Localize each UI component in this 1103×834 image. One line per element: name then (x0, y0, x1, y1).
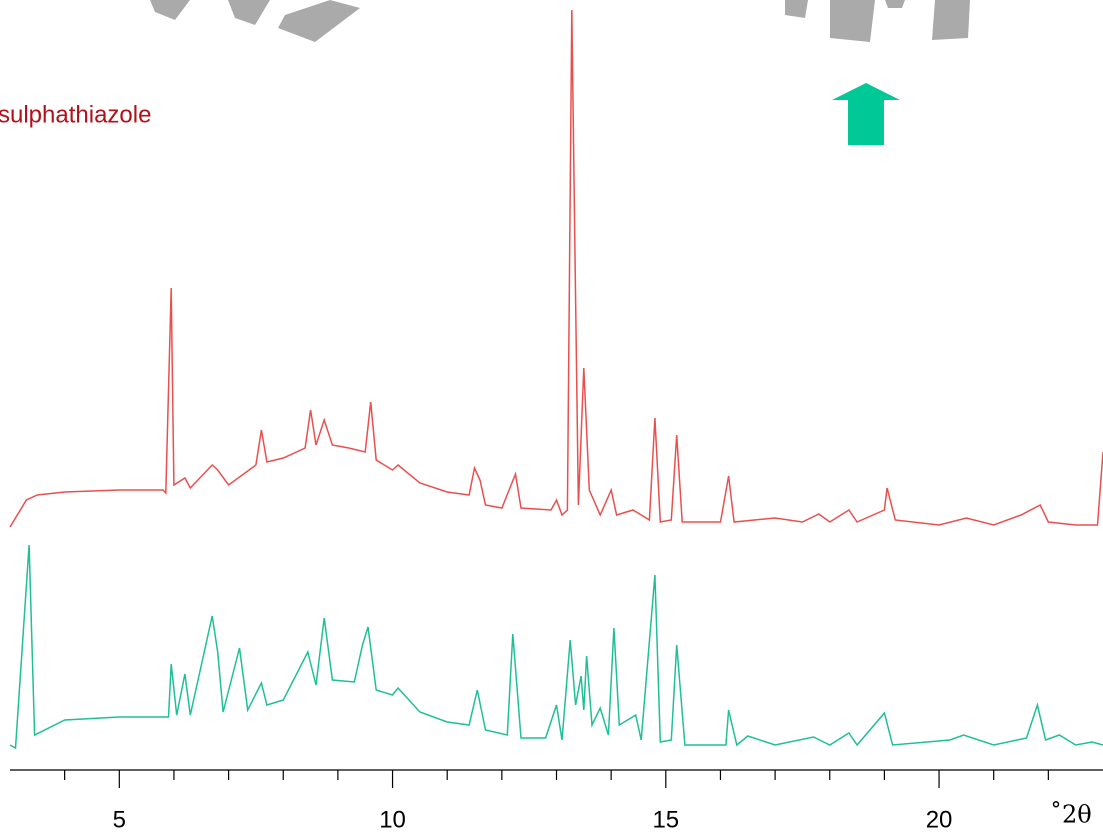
x-axis-label: ˚2θ (1050, 801, 1092, 829)
trace (9, 544, 1103, 750)
crystal (150, 0, 190, 20)
annotation: sulphathiazole (0, 101, 151, 128)
x-tick-label: 20 (926, 806, 953, 833)
crystal-images (150, 0, 970, 42)
crystal (932, 0, 970, 40)
trace (9, 9, 1103, 528)
crystal (278, 0, 360, 42)
x-tick-label: 10 (379, 806, 406, 833)
x-tick-label: 15 (652, 806, 679, 833)
crystal (885, 0, 905, 8)
crystal (228, 0, 270, 25)
arrow (832, 83, 900, 145)
crystal (830, 0, 875, 42)
crystal (785, 0, 808, 18)
x-tick-label: 5 (113, 806, 126, 833)
